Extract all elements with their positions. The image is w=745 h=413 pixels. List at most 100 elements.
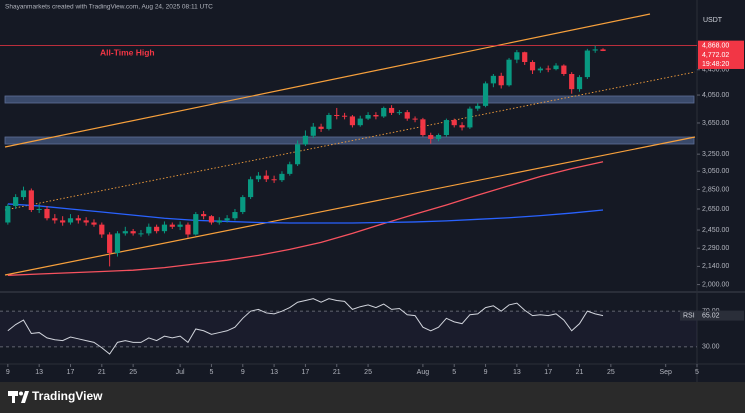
candle-body bbox=[52, 218, 58, 221]
candle-body bbox=[592, 49, 598, 51]
candle-body bbox=[99, 224, 105, 235]
x-tick-label: 9 bbox=[241, 369, 245, 376]
candle-body bbox=[263, 175, 269, 180]
x-tick-label: 9 bbox=[484, 369, 488, 376]
candle-body bbox=[420, 119, 426, 136]
brand-logo bbox=[8, 391, 29, 403]
candle-body bbox=[20, 190, 27, 198]
x-tick-label: 25 bbox=[607, 369, 615, 376]
candle-body bbox=[216, 220, 222, 223]
x-tick-label: 13 bbox=[270, 369, 278, 376]
y-tick-label: 2,850.00 bbox=[702, 186, 729, 193]
candle-body bbox=[177, 224, 183, 227]
y-tick-label: 4,050.00 bbox=[702, 92, 729, 99]
x-tick-label: 13 bbox=[513, 369, 521, 376]
x-tick-label: 5 bbox=[452, 369, 456, 376]
candle-body bbox=[248, 179, 254, 198]
candle-body bbox=[467, 108, 473, 128]
x-tick-label: 25 bbox=[364, 369, 372, 376]
countdown: 19:48:20 bbox=[702, 61, 729, 68]
x-tick-label: 21 bbox=[333, 369, 341, 376]
x-tick-label: 17 bbox=[302, 369, 310, 376]
candle-body bbox=[600, 49, 606, 51]
currency: USDT bbox=[703, 17, 723, 24]
candle-body bbox=[255, 175, 262, 180]
candle-body bbox=[428, 135, 434, 139]
candle-body bbox=[498, 75, 504, 86]
support-zone bbox=[4, 136, 695, 145]
candle-body bbox=[91, 222, 97, 225]
candle-body bbox=[490, 75, 496, 84]
candle-body bbox=[522, 52, 528, 63]
candle-body bbox=[208, 216, 215, 223]
candle-body bbox=[545, 68, 551, 70]
candle-body bbox=[341, 115, 348, 117]
rsi-line bbox=[7, 298, 604, 355]
candle-body bbox=[294, 144, 301, 165]
candle-body bbox=[475, 105, 481, 109]
rsi-tag bbox=[680, 310, 744, 321]
candle-body bbox=[381, 107, 387, 117]
candle-body bbox=[349, 116, 356, 126]
rsi-tick-label: 30.00 bbox=[702, 344, 720, 351]
x-tick-label: 17 bbox=[544, 369, 552, 376]
candle-body bbox=[36, 208, 42, 210]
candle-body bbox=[396, 112, 403, 114]
x-tick-label: Aug bbox=[417, 369, 430, 376]
candle-body bbox=[107, 234, 113, 253]
price-tag bbox=[698, 49, 744, 69]
header: Shayanmarkets created with TradingView.c… bbox=[5, 4, 213, 11]
candle-body bbox=[584, 50, 590, 78]
candle-body bbox=[287, 164, 293, 174]
candle-body bbox=[569, 74, 575, 90]
candle-body bbox=[365, 115, 371, 119]
candle-body bbox=[13, 197, 19, 206]
candle-body bbox=[326, 115, 332, 129]
candle-body bbox=[193, 214, 199, 235]
candle-body bbox=[169, 224, 175, 227]
candle-body bbox=[334, 115, 340, 117]
x-tick-label: Sep bbox=[659, 369, 672, 376]
moving-average bbox=[7, 203, 604, 224]
candle-body bbox=[161, 224, 168, 232]
plot-layer bbox=[0, 45, 697, 276]
candle-body bbox=[357, 118, 363, 126]
y-tick-label: 3,650.00 bbox=[702, 120, 729, 127]
candle-body bbox=[561, 65, 567, 75]
candle-body bbox=[146, 226, 152, 234]
candle-body bbox=[412, 118, 418, 120]
x-tick-label: 25 bbox=[129, 369, 137, 376]
candle-body bbox=[435, 135, 442, 139]
candle-body bbox=[279, 173, 285, 181]
candle-body bbox=[83, 220, 89, 223]
candle-body bbox=[537, 68, 543, 71]
candle-body bbox=[482, 83, 489, 106]
chart-background bbox=[0, 0, 745, 382]
moving-average bbox=[7, 161, 604, 276]
candle-body bbox=[224, 218, 230, 221]
candle-body bbox=[185, 224, 191, 235]
y-tick-label: 3,250.00 bbox=[702, 151, 729, 158]
candle-body bbox=[154, 226, 160, 232]
candle-body bbox=[130, 231, 136, 234]
footer-bar bbox=[0, 382, 745, 413]
price-tag-label: 4,868.00 bbox=[702, 42, 729, 49]
candle-body bbox=[271, 179, 277, 181]
y-tick-label: 2,450.00 bbox=[702, 227, 729, 234]
rsi-band bbox=[0, 311, 697, 347]
x-tick-label: Jul bbox=[176, 369, 185, 376]
y-tick-label: 2,000.00 bbox=[702, 281, 729, 288]
candle-body bbox=[529, 62, 536, 71]
candle-body bbox=[459, 125, 465, 128]
candle-body bbox=[60, 220, 66, 223]
x-tick-label: 5 bbox=[209, 369, 213, 376]
candle-body bbox=[443, 120, 449, 136]
candle-body bbox=[44, 208, 50, 219]
x-tick-label: 17 bbox=[67, 369, 75, 376]
candle-body bbox=[122, 231, 128, 234]
candle-body bbox=[75, 218, 81, 221]
y-tick-label: 2,140.00 bbox=[702, 263, 729, 270]
candle-body bbox=[240, 197, 246, 213]
resistance-zone bbox=[4, 95, 695, 104]
